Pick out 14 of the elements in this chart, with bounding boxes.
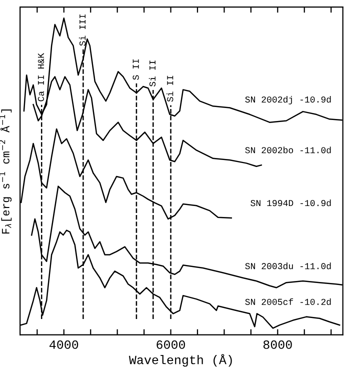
ref-line-label: Si II <box>166 76 174 102</box>
series-label: SN 2005cf -10.2d <box>245 298 331 305</box>
series-label: SN 2002dj -10.9d <box>245 96 331 104</box>
ref-line-label: Ca II H&K <box>38 52 44 102</box>
ref-line-label: Si II <box>148 60 156 86</box>
x-tick-label: 4000 <box>50 340 78 349</box>
ref-line-label: S II <box>132 59 139 80</box>
x-tick-label: 8000 <box>263 340 292 349</box>
x-tick-label: 6000 <box>156 340 185 349</box>
series-label: SN 2002bo -11.0d <box>245 146 331 154</box>
x-axis-title: Wavelength (Å) <box>128 354 232 367</box>
text: SN 1994D -10.9d <box>250 200 331 206</box>
series-label: SN 2003du -11.0d <box>245 262 331 270</box>
ref-line-label: Si III <box>78 14 86 46</box>
